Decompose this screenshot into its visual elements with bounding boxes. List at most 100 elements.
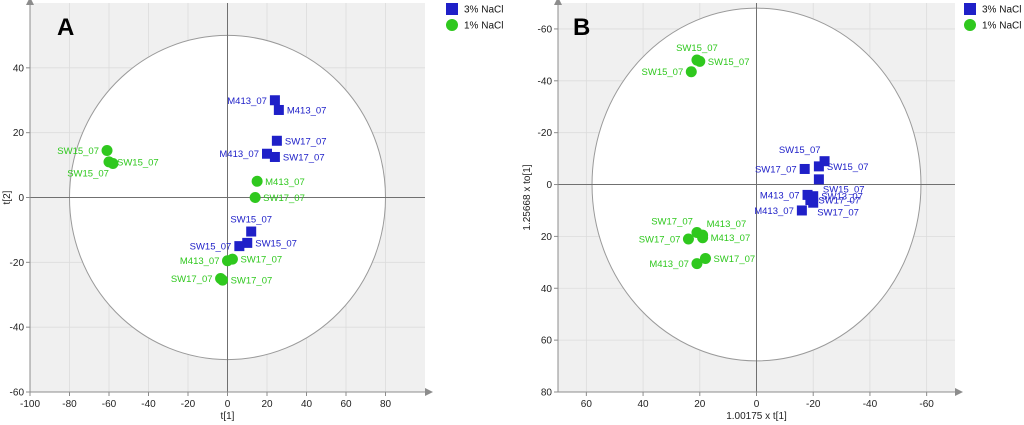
x-axis-label: 1.00175 x t[1]	[726, 411, 787, 422]
data-point-label: SW17_07	[231, 276, 273, 287]
data-point-label: SW17_07	[285, 136, 327, 147]
data-point-label: M413_07	[760, 190, 800, 201]
data-point-label: M413_07	[649, 259, 689, 270]
x-tick-label: 60	[340, 399, 352, 410]
x-tick-label: -100	[20, 399, 40, 410]
data-point-square	[269, 95, 280, 106]
data-point-square	[269, 151, 280, 162]
data-point-label: SW13_07	[821, 192, 863, 203]
panel-b: 60 40 20 0 -20 -40 -60 -60 -40 -20 0 20 40 60 80 1.0017…	[522, 0, 1021, 422]
data-point-label: SW15_07	[117, 157, 159, 168]
data-point-circle	[694, 55, 706, 67]
data-point-label: SW17_07	[639, 234, 681, 245]
y-tick-label: -40	[10, 323, 25, 334]
data-point-label: SW15_07	[642, 67, 684, 78]
data-point-circle	[217, 274, 229, 286]
data-point-label: SW17_07	[171, 274, 213, 285]
panel-letter: B	[573, 14, 590, 41]
legend-marker-circle	[964, 19, 976, 31]
data-point-label: SW17_07	[240, 255, 282, 266]
data-point-label: SW17_07	[755, 164, 797, 175]
y-tick-label: 0	[18, 193, 24, 204]
x-tick-label: -60	[919, 399, 934, 410]
data-point-circle	[691, 258, 703, 270]
y-tick-label: 0	[546, 180, 552, 191]
y-tick-label: 20	[13, 128, 25, 139]
x-tick-label: 20	[694, 399, 706, 410]
x-tick-label: 40	[301, 399, 313, 410]
y-axis-label: t[2]	[2, 190, 13, 204]
data-point-square	[808, 197, 819, 208]
data-point-circle	[685, 66, 697, 78]
data-point-circle	[101, 144, 113, 156]
data-point-label: SW15_07	[827, 162, 869, 173]
panel-a: -100 -80 -60 -40 -20 0 20 40 60 80 -60 -40 -20 0 20 40 t…	[2, 0, 503, 422]
data-point-label: SW17_07	[651, 217, 693, 228]
y-tick-label: -60	[10, 388, 25, 399]
y-tick-label: 60	[541, 336, 553, 347]
data-point-label: SW15_07	[708, 57, 750, 68]
data-point-label: SW17_07	[283, 152, 325, 163]
x-tick-label: 80	[380, 399, 392, 410]
x-tick-label: -20	[806, 399, 821, 410]
x-tick-label: -80	[62, 399, 77, 410]
data-point-square	[262, 148, 272, 159]
data-point-label: M413_07	[180, 256, 220, 267]
data-point-square	[246, 226, 257, 237]
data-point-label: SW17_07	[713, 254, 755, 265]
legend-marker-square	[964, 3, 976, 15]
data-point-label: M413_07	[707, 219, 747, 230]
x-tick-label: -40	[141, 399, 156, 410]
legend-label: 3% NaCl	[464, 5, 503, 16]
y-tick-label: -60	[538, 24, 553, 35]
y-tick-label: -20	[10, 258, 25, 269]
data-point-circle	[107, 157, 119, 169]
x-tick-label: 0	[754, 399, 760, 410]
data-point-label: M413_07	[711, 233, 751, 244]
panel-letter: A	[57, 14, 74, 41]
legend-label: 3% NaCl	[982, 5, 1021, 16]
y-tick-label: 80	[541, 388, 553, 399]
x-axis-arrow	[425, 388, 433, 396]
data-point-square	[813, 174, 824, 185]
x-axis-arrow	[955, 388, 963, 396]
x-tick-label: -20	[181, 399, 196, 410]
x-tick-label: -40	[863, 399, 878, 410]
data-point-square	[273, 104, 284, 115]
data-point-label: M413_07	[265, 177, 305, 188]
data-point-label: SW17_07	[818, 196, 860, 207]
data-point-label: M413_07	[219, 149, 259, 160]
data-point-square	[813, 161, 824, 172]
data-point-circle	[249, 192, 261, 203]
legend-marker-square	[446, 3, 458, 15]
data-point-label: SW15_07	[190, 242, 232, 253]
data-point-label: SW17_07	[263, 193, 305, 204]
data-point-square	[796, 205, 807, 216]
data-point-square	[819, 156, 830, 167]
y-axis-arrow	[554, 0, 562, 5]
data-point-label: SW15_07	[230, 215, 272, 226]
data-point-circle	[699, 252, 711, 264]
x-tick-label: -60	[102, 399, 117, 410]
data-point-label: SW15_07	[255, 238, 297, 249]
data-point-square	[234, 241, 245, 252]
x-tick-label: 40	[638, 399, 650, 410]
data-point-circle	[682, 233, 694, 245]
y-axis-label: 1.25668 x to[1]	[522, 164, 533, 230]
data-point-label: M413_07	[754, 206, 794, 217]
x-tick-label: 0	[225, 399, 231, 410]
data-point-square	[271, 135, 282, 146]
x-tick-label: 20	[261, 399, 273, 410]
data-point-label: M413_07	[287, 105, 327, 116]
data-point-label: SW15_07	[67, 168, 109, 179]
data-point-label: M413_07	[227, 96, 267, 107]
data-point-square	[242, 237, 253, 248]
y-tick-label: -40	[538, 76, 553, 87]
x-tick-label: 60	[581, 399, 593, 410]
data-point-circle	[226, 253, 238, 265]
data-point-label: SW15_07	[57, 146, 99, 157]
data-point-label: SW15_07	[823, 184, 865, 195]
x-axis-label: t[1]	[221, 411, 235, 422]
data-point-label: SW15_07	[779, 145, 821, 156]
